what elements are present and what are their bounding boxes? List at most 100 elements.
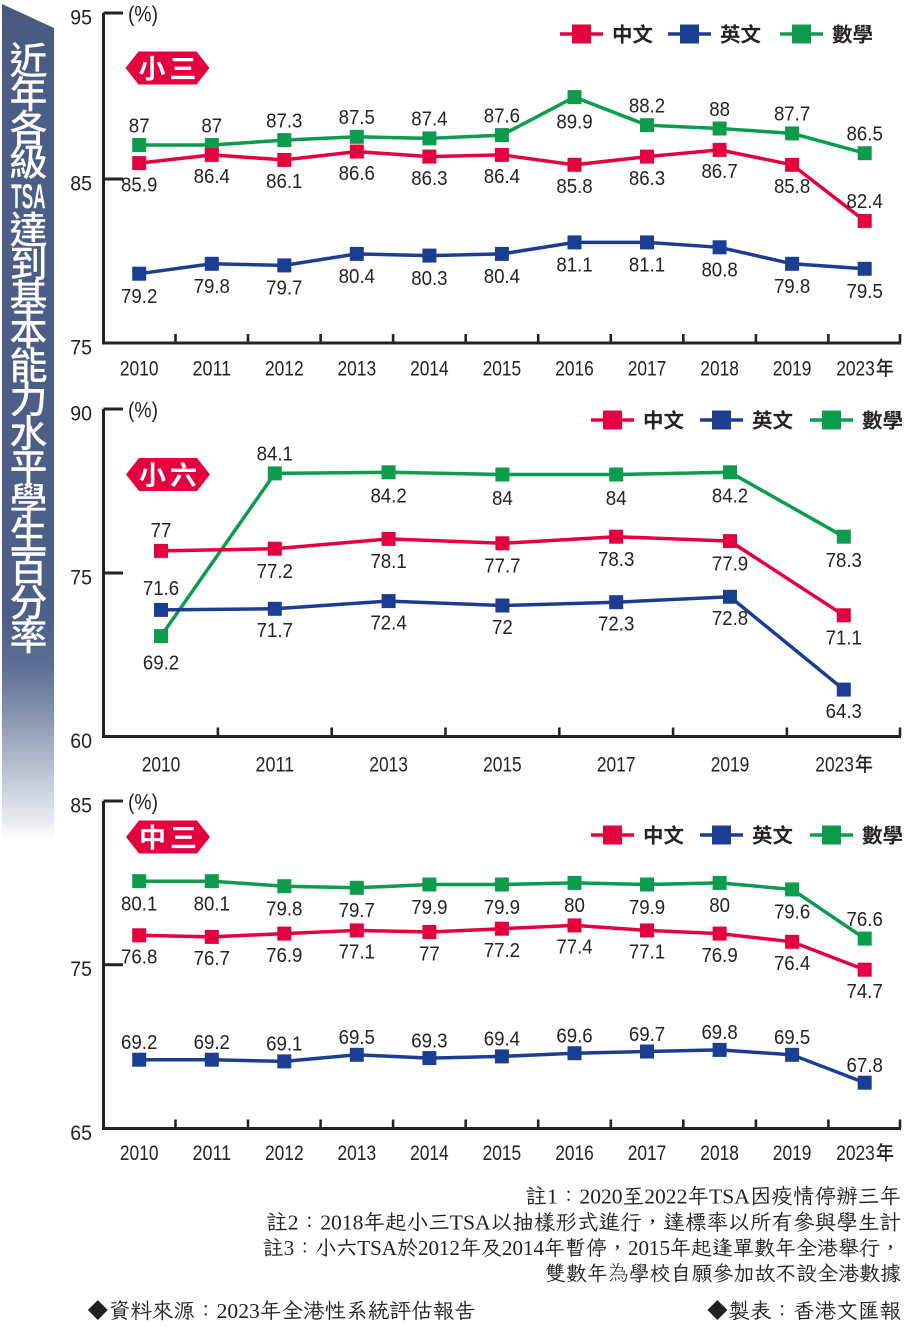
- svg-text:2019: 2019: [773, 1140, 812, 1165]
- svg-text:81.1: 81.1: [556, 255, 592, 277]
- svg-text:2013: 2013: [338, 355, 377, 380]
- svg-text:86.4: 86.4: [484, 166, 520, 188]
- svg-text:71.6: 71.6: [143, 578, 179, 600]
- svg-text:87.6: 87.6: [484, 105, 520, 127]
- svg-text:79.7: 79.7: [339, 900, 375, 922]
- svg-text:87.7: 87.7: [774, 104, 810, 126]
- svg-text:76.4: 76.4: [774, 953, 810, 975]
- svg-text:84.1: 84.1: [257, 444, 293, 466]
- svg-text:79.9: 79.9: [484, 897, 520, 919]
- svg-text:86.1: 86.1: [266, 171, 302, 193]
- svg-text:2011: 2011: [193, 355, 232, 380]
- svg-text:77.2: 77.2: [484, 940, 520, 962]
- svg-text:69.8: 69.8: [701, 1022, 737, 1044]
- svg-text:69.5: 69.5: [774, 1027, 810, 1049]
- svg-text:2022: 2022: [644, 1185, 687, 1209]
- svg-text:86.5: 86.5: [847, 124, 883, 146]
- svg-text:79.5: 79.5: [847, 281, 883, 303]
- svg-text:85.8: 85.8: [774, 176, 810, 198]
- svg-text:80: 80: [564, 895, 585, 917]
- svg-text:81.1: 81.1: [629, 255, 665, 277]
- svg-text:82.4: 82.4: [847, 191, 883, 213]
- svg-text:79.9: 79.9: [411, 897, 447, 919]
- svg-text:86.3: 86.3: [629, 168, 665, 190]
- svg-text:79.8: 79.8: [194, 276, 230, 298]
- svg-text:2011: 2011: [193, 1140, 232, 1165]
- svg-text:80.1: 80.1: [121, 894, 157, 916]
- svg-text:77.9: 77.9: [712, 553, 748, 575]
- svg-text:79.9: 79.9: [629, 897, 665, 919]
- svg-text:69.2: 69.2: [143, 652, 179, 674]
- svg-text:75: 75: [70, 564, 92, 589]
- svg-text:69.2: 69.2: [194, 1032, 230, 1054]
- svg-text:(%): (%): [128, 398, 158, 423]
- svg-text:80.3: 80.3: [411, 268, 447, 290]
- svg-text:60: 60: [70, 728, 92, 753]
- svg-text:77.2: 77.2: [257, 561, 293, 583]
- svg-text:95: 95: [70, 4, 92, 29]
- svg-text:2012: 2012: [265, 1140, 304, 1165]
- svg-text:80.4: 80.4: [339, 266, 375, 288]
- svg-text:77.4: 77.4: [556, 937, 592, 959]
- svg-text:78.3: 78.3: [826, 550, 862, 572]
- svg-text:64.3: 64.3: [826, 701, 862, 723]
- svg-text:76.8: 76.8: [121, 947, 157, 969]
- svg-text:2015: 2015: [483, 1140, 522, 1165]
- svg-text:79.6: 79.6: [774, 902, 810, 924]
- svg-text:2018: 2018: [700, 1140, 739, 1165]
- svg-text:72.8: 72.8: [712, 608, 748, 630]
- svg-text:2013: 2013: [369, 751, 408, 776]
- svg-text:86.4: 86.4: [194, 166, 230, 188]
- svg-text:77.1: 77.1: [629, 942, 665, 964]
- svg-text:72.3: 72.3: [598, 614, 634, 636]
- svg-text:88: 88: [709, 99, 730, 121]
- svg-text:2017: 2017: [628, 355, 667, 380]
- svg-text:87: 87: [129, 115, 150, 137]
- svg-text:76.9: 76.9: [701, 945, 737, 967]
- svg-text:71.1: 71.1: [826, 628, 862, 650]
- svg-text:2019: 2019: [773, 355, 812, 380]
- svg-text:76.9: 76.9: [266, 945, 302, 967]
- svg-text:69.3: 69.3: [411, 1030, 447, 1052]
- svg-text:78.1: 78.1: [370, 551, 406, 573]
- svg-text:77.1: 77.1: [339, 942, 375, 964]
- svg-text:2017: 2017: [628, 1140, 667, 1165]
- svg-text:2015: 2015: [483, 355, 522, 380]
- svg-text:2014: 2014: [410, 355, 449, 380]
- svg-text:2012: 2012: [418, 1236, 460, 1260]
- svg-text:69.7: 69.7: [629, 1024, 665, 1046]
- svg-text:72: 72: [492, 617, 513, 639]
- svg-text:2014: 2014: [502, 1236, 545, 1260]
- svg-text:79.2: 79.2: [121, 286, 157, 308]
- svg-text:75: 75: [70, 956, 92, 981]
- svg-text:2023: 2023: [836, 1140, 875, 1165]
- svg-text:79.8: 79.8: [266, 898, 302, 920]
- svg-text:72.4: 72.4: [370, 612, 406, 634]
- svg-text:69.4: 69.4: [484, 1029, 520, 1051]
- svg-text:TSA: TSA: [357, 1236, 398, 1260]
- svg-text:1: 1: [547, 1185, 558, 1209]
- svg-text:79.7: 79.7: [266, 278, 302, 300]
- svg-text:2015: 2015: [628, 1236, 670, 1260]
- svg-text:2023: 2023: [815, 751, 854, 776]
- svg-text:87.4: 87.4: [411, 109, 447, 131]
- svg-text:85.8: 85.8: [556, 176, 592, 198]
- svg-text:79.8: 79.8: [774, 276, 810, 298]
- svg-text:2016: 2016: [555, 355, 594, 380]
- svg-text:2015: 2015: [483, 751, 522, 776]
- svg-text:87.3: 87.3: [266, 110, 302, 132]
- svg-text:84.2: 84.2: [370, 486, 406, 508]
- svg-text:2: 2: [288, 1211, 299, 1235]
- svg-text:69.1: 69.1: [266, 1034, 302, 1056]
- svg-text:(%): (%): [128, 2, 158, 27]
- svg-text:69.6: 69.6: [556, 1025, 592, 1047]
- svg-text:74.7: 74.7: [847, 981, 883, 1003]
- svg-text:71.7: 71.7: [257, 620, 293, 642]
- svg-text:2023: 2023: [217, 1299, 260, 1323]
- svg-text:(%): (%): [128, 790, 158, 815]
- svg-text:69.2: 69.2: [121, 1032, 157, 1054]
- svg-text:80.8: 80.8: [701, 260, 737, 282]
- svg-text:2019: 2019: [711, 751, 750, 776]
- svg-text:84: 84: [606, 488, 627, 510]
- svg-text:75: 75: [70, 334, 92, 359]
